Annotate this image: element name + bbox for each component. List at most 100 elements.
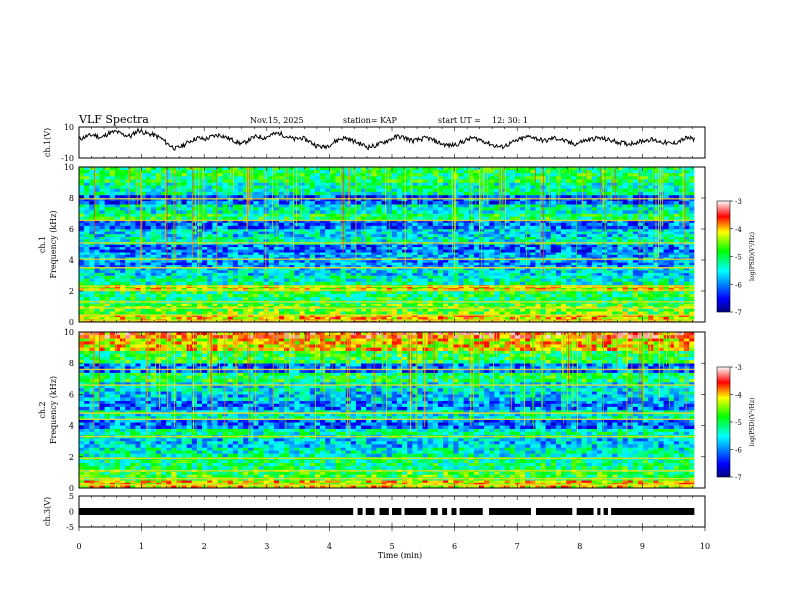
spectrogram-cell xyxy=(135,260,141,263)
spectrogram-cell xyxy=(689,216,695,220)
spectrogram-cell xyxy=(525,231,531,235)
spectrogram-cell xyxy=(484,267,490,271)
spectrogram-cell xyxy=(89,316,95,320)
spectrogram-cell xyxy=(330,239,336,243)
spectrogram-cell xyxy=(520,267,526,271)
spectrogram-cell xyxy=(566,291,572,295)
spectrogram-cell xyxy=(325,252,331,256)
ch1-trace xyxy=(78,127,695,151)
spectrogram-cell xyxy=(145,291,152,295)
spectrogram-cell xyxy=(668,275,675,279)
spectrogram-cell xyxy=(643,225,649,230)
spectrogram-cell xyxy=(320,216,326,220)
spectrogram-cell xyxy=(489,247,495,250)
spectrogram-cell xyxy=(304,244,311,248)
spectrogram-cell xyxy=(576,308,582,312)
spectrogram-cell xyxy=(314,270,321,274)
spectrogram-cell xyxy=(381,252,388,256)
spectrogram-cell xyxy=(268,291,275,295)
spectrogram-cell xyxy=(381,303,388,307)
spectrogram-cell xyxy=(484,231,490,235)
spectrogram-cell xyxy=(212,231,218,235)
spectrogram-cell xyxy=(643,236,649,240)
spectrogram-cell xyxy=(571,225,577,230)
spectrogram-cell xyxy=(550,272,557,276)
spectrogram-cell xyxy=(689,239,695,243)
spectrogram-cell xyxy=(284,291,290,295)
spectrogram-cell xyxy=(130,291,136,295)
spectrogram-cell xyxy=(627,216,634,220)
spectrogram-cell xyxy=(361,260,367,263)
spectrogram-cell xyxy=(607,291,613,295)
spectrogram-cell xyxy=(155,207,162,211)
spectrogram-cell xyxy=(448,270,454,274)
spectrogram-cell xyxy=(643,231,649,235)
spectrogram-cell xyxy=(684,270,690,274)
spectrogram-cell xyxy=(89,252,95,256)
spectrogram-cell xyxy=(109,216,116,220)
spectrogram-cell xyxy=(217,216,223,220)
spectrogram-cell xyxy=(263,231,270,235)
spectrogram-cell xyxy=(658,239,664,243)
spectrogram-cell xyxy=(248,281,254,286)
spectrogram-cell xyxy=(330,231,336,235)
spectrogram-cell xyxy=(673,275,680,279)
spectrogram-cell xyxy=(458,303,464,307)
spectrogram-cell xyxy=(637,239,644,243)
spectrogram-cell xyxy=(489,303,495,307)
spectrogram-cell xyxy=(191,281,198,286)
spectrogram-cell xyxy=(602,239,608,243)
spectrogram-cell xyxy=(412,265,418,269)
spectrogram-cell xyxy=(258,244,265,248)
spectrogram-cell xyxy=(648,265,654,269)
spectrogram-cell xyxy=(222,294,229,298)
spectrogram-cell xyxy=(104,234,111,238)
spectrogram-cell xyxy=(422,308,429,312)
spectrogram-cell xyxy=(191,213,198,217)
spectrogram-cell xyxy=(514,231,521,235)
spectrogram-cell xyxy=(212,311,218,315)
spectrogram-cell xyxy=(386,272,393,276)
spectrogram-cell xyxy=(391,207,398,211)
spectrogram-cell xyxy=(355,234,362,238)
spectrogram-cell xyxy=(545,308,552,312)
spectrogram-cell xyxy=(330,291,336,295)
spectrogram-cell xyxy=(294,297,300,301)
spectrogram-cell xyxy=(637,316,644,320)
spectrogram-cell xyxy=(468,278,475,282)
spectrogram-cell xyxy=(304,308,311,312)
spectrogram-cell xyxy=(340,297,347,301)
spectrogram-cell xyxy=(222,216,229,220)
spectrogram-cell xyxy=(217,291,223,295)
spectrogram-cell xyxy=(166,213,172,217)
spectrogram-cell xyxy=(253,249,259,253)
spectrogram-cell xyxy=(684,225,690,230)
spectrogram-cell xyxy=(612,225,618,230)
spectrogram-cell xyxy=(673,311,680,315)
spectrogram-cell xyxy=(355,291,362,295)
spectrogram-cell xyxy=(155,267,162,271)
spectrogram-cell xyxy=(586,308,593,312)
spectrogram-cell xyxy=(366,262,372,266)
spectrogram-cell xyxy=(530,252,536,256)
spectrogram-cell xyxy=(555,252,562,256)
spectrogram-cell xyxy=(504,297,511,301)
spectrogram-cell xyxy=(294,249,300,253)
spectrogram-cell xyxy=(161,281,167,286)
spectrogram-cell xyxy=(176,234,182,238)
spectrogram-cell xyxy=(253,222,259,227)
spectrogram-cell xyxy=(366,236,372,240)
spectrogram-cell xyxy=(581,254,588,258)
spectrogram-cell xyxy=(207,252,213,256)
spectrogram-cell xyxy=(576,216,582,220)
spectrogram-cell xyxy=(350,308,357,312)
spectrogram-cell xyxy=(289,278,295,282)
spectrogram-cell xyxy=(299,254,306,258)
spectrogram-cell xyxy=(396,225,403,230)
spectrogram-cell xyxy=(617,231,623,235)
spectrogram-cell xyxy=(555,294,562,298)
spectrogram-cell xyxy=(227,272,234,276)
spectrogram-cell xyxy=(632,244,639,248)
spectrogram-cell xyxy=(417,252,423,256)
spectrogram-cell xyxy=(355,281,362,286)
